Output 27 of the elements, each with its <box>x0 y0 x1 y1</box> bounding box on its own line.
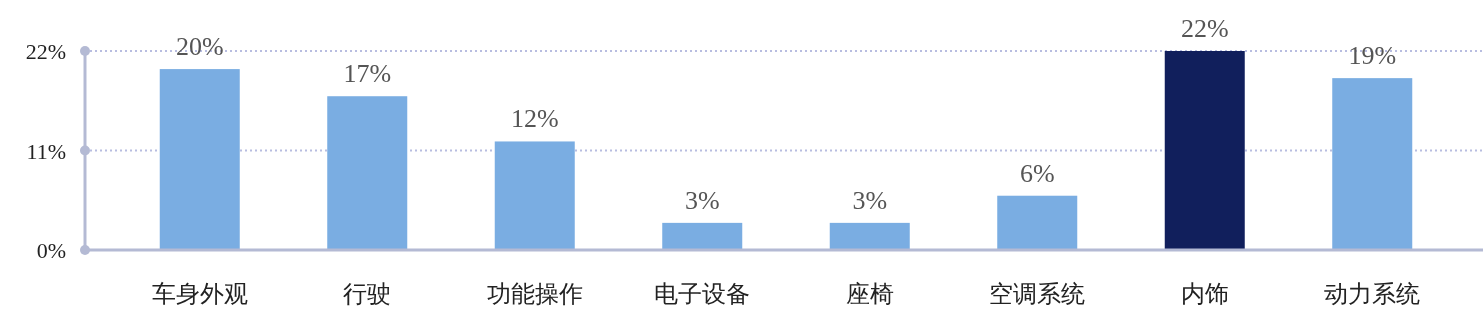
bar <box>1164 51 1245 250</box>
bar <box>662 222 743 250</box>
x-tick-label: 车身外观 <box>151 281 248 307</box>
data-label: 3% <box>684 185 720 215</box>
bar <box>494 141 575 250</box>
bar <box>997 195 1078 250</box>
data-label: 3% <box>852 185 888 215</box>
bar <box>159 69 240 250</box>
bar <box>1332 78 1413 250</box>
x-tick-label: 空调系统 <box>989 281 1086 307</box>
x-tick-label: 座椅 <box>845 281 894 307</box>
data-label: 12% <box>510 104 559 134</box>
x-tick-label: 内饰 <box>1180 281 1229 307</box>
y-tick-label: 11% <box>26 138 66 164</box>
bar <box>829 222 910 250</box>
data-label: 20% <box>175 32 224 62</box>
x-tick-label: 电子设备 <box>654 281 751 307</box>
y-tick-label: 0% <box>36 238 66 263</box>
x-tick-label: 动力系统 <box>1324 281 1421 307</box>
x-tick-label: 行驶 <box>343 281 392 307</box>
data-label: 19% <box>1348 41 1397 71</box>
data-label: 22% <box>1180 14 1229 43</box>
x-tick-label: 功能操作 <box>486 281 583 307</box>
data-label: 6% <box>1019 158 1055 188</box>
bar <box>327 96 408 250</box>
data-label: 17% <box>343 59 392 89</box>
y-tick-label: 22% <box>25 39 66 64</box>
